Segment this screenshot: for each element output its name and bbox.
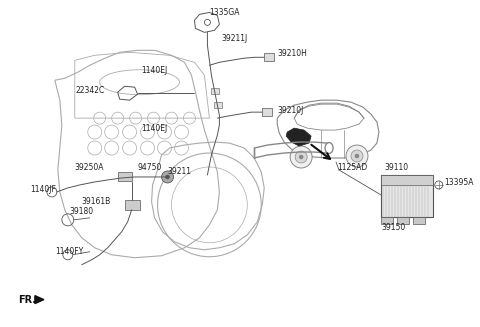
Text: 13395A: 13395A <box>444 179 473 187</box>
Text: 39110: 39110 <box>384 164 408 172</box>
Text: 1335GA: 1335GA <box>209 8 240 17</box>
Text: 1140EJ: 1140EJ <box>141 124 168 133</box>
Text: 1140EJ: 1140EJ <box>141 66 168 75</box>
Text: 39210J: 39210J <box>277 106 303 115</box>
Text: 39210H: 39210H <box>277 49 307 58</box>
Circle shape <box>351 150 363 162</box>
Polygon shape <box>35 296 44 303</box>
Polygon shape <box>286 128 311 146</box>
Text: 39161B: 39161B <box>82 198 111 206</box>
FancyBboxPatch shape <box>211 88 219 94</box>
Text: FR.: FR. <box>18 295 36 305</box>
FancyBboxPatch shape <box>215 102 222 108</box>
Text: 39150: 39150 <box>382 223 406 232</box>
FancyBboxPatch shape <box>262 108 272 116</box>
Circle shape <box>162 171 173 183</box>
Circle shape <box>290 146 312 168</box>
FancyBboxPatch shape <box>264 53 274 61</box>
Circle shape <box>299 155 303 159</box>
FancyBboxPatch shape <box>381 175 433 217</box>
Text: 39211: 39211 <box>168 167 192 177</box>
FancyBboxPatch shape <box>381 217 393 224</box>
Circle shape <box>295 151 307 163</box>
Circle shape <box>346 145 368 167</box>
FancyBboxPatch shape <box>125 200 140 210</box>
Text: 1140FY: 1140FY <box>55 247 83 256</box>
Text: 39250A: 39250A <box>75 164 104 172</box>
FancyBboxPatch shape <box>381 175 433 185</box>
Text: 39211J: 39211J <box>221 34 248 43</box>
FancyBboxPatch shape <box>118 172 132 181</box>
Text: 1140JF: 1140JF <box>30 185 56 195</box>
Text: 22342C: 22342C <box>75 86 105 95</box>
FancyBboxPatch shape <box>413 217 425 224</box>
Text: 94750: 94750 <box>138 164 162 172</box>
Text: 1125AD: 1125AD <box>337 164 367 172</box>
Text: 39180: 39180 <box>70 207 94 216</box>
Circle shape <box>166 175 169 179</box>
Circle shape <box>355 154 359 158</box>
FancyBboxPatch shape <box>397 217 409 224</box>
